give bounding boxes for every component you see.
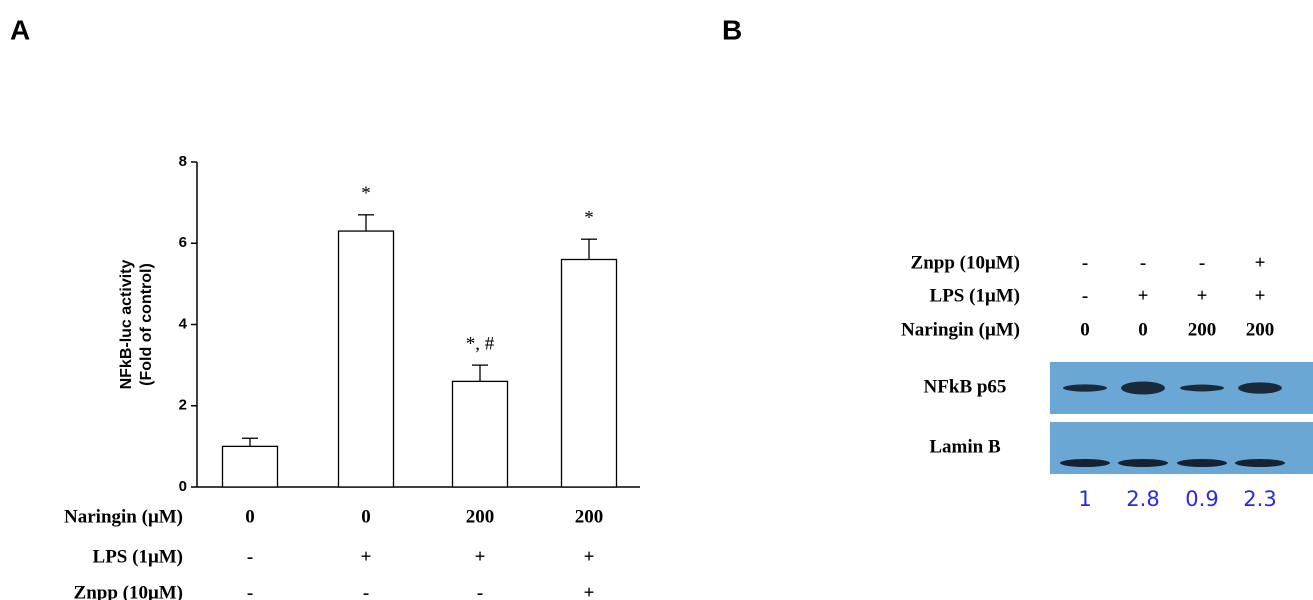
condition-value: + xyxy=(1197,285,1208,306)
figure: A B 0 2 4 6 8 NFkB-luc activity(Fold of contr… xyxy=(0,0,1313,600)
condition-value: + xyxy=(1138,285,1149,306)
condition-label: LPS (1μM) xyxy=(930,285,1020,306)
y-tick-label: 6 xyxy=(179,234,187,251)
quantification: 2.8 xyxy=(1126,487,1159,511)
condition-value: - xyxy=(1140,252,1146,273)
condition-value: + xyxy=(584,546,595,567)
condition-value: + xyxy=(1255,285,1266,306)
annotation: * xyxy=(584,208,594,229)
condition-value: - xyxy=(477,582,483,600)
y-tick-label: 8 xyxy=(179,153,187,170)
bar xyxy=(223,446,278,487)
quantification: 2.3 xyxy=(1243,487,1276,511)
bar xyxy=(562,260,617,488)
band xyxy=(1063,384,1107,391)
band xyxy=(1238,382,1282,393)
y-tick-label: 4 xyxy=(179,315,188,332)
condition-value: - xyxy=(247,546,253,567)
band xyxy=(1180,385,1224,392)
bar xyxy=(453,381,508,487)
condition-value: + xyxy=(475,546,486,567)
panel-label: B xyxy=(722,14,742,45)
condition-label: Znpp (10μM) xyxy=(74,582,183,600)
condition-value: 0 xyxy=(1080,319,1090,340)
annotation: * xyxy=(361,183,371,204)
quantification: 1 xyxy=(1078,487,1091,511)
band xyxy=(1118,459,1168,467)
condition-value: 200 xyxy=(1188,319,1217,340)
condition-value: 0 xyxy=(361,506,371,527)
condition-value: - xyxy=(1199,252,1205,273)
condition-value: 200 xyxy=(575,506,604,527)
band xyxy=(1121,382,1165,395)
y-axis-label: (Fold of control) xyxy=(138,263,155,386)
condition-value: - xyxy=(1082,252,1088,273)
band-label: NFkB p65 xyxy=(924,376,1007,397)
condition-value: 0 xyxy=(1138,319,1148,340)
panel-label: A xyxy=(10,14,30,45)
y-axis-label: NFkB-luc activity xyxy=(118,259,135,389)
condition-value: + xyxy=(361,546,372,567)
condition-value: + xyxy=(1255,252,1266,273)
y-tick-label: 0 xyxy=(179,478,187,495)
bar xyxy=(339,231,394,487)
condition-value: 0 xyxy=(245,506,255,527)
band xyxy=(1177,459,1227,467)
band xyxy=(1060,459,1110,467)
condition-value: - xyxy=(247,582,253,600)
y-tick-label: 2 xyxy=(179,397,187,414)
band xyxy=(1235,459,1285,467)
condition-value: 200 xyxy=(466,506,495,527)
condition-label: Naringin (μM) xyxy=(64,506,183,527)
condition-label: LPS (1μM) xyxy=(93,546,183,567)
condition-value: - xyxy=(1082,285,1088,306)
quantification: 0.9 xyxy=(1185,487,1218,511)
condition-label: Naringin (μM) xyxy=(901,319,1020,340)
annotation: *, # xyxy=(466,333,495,354)
condition-value: 200 xyxy=(1246,319,1275,340)
band-label: Lamin B xyxy=(929,436,1001,457)
condition-label: Znpp (10μM) xyxy=(911,252,1020,273)
condition-value: - xyxy=(363,582,369,600)
condition-value: + xyxy=(584,582,595,600)
